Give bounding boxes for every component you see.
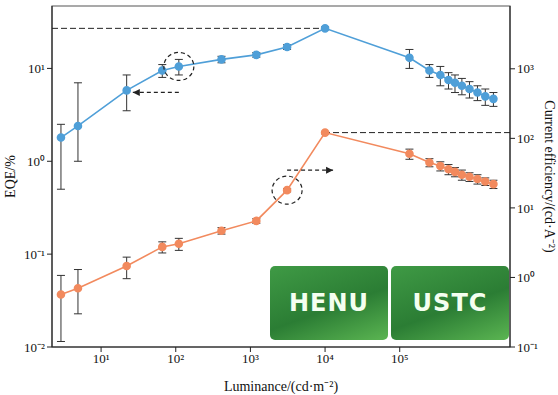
svg-text:10⁻¹: 10⁻¹ xyxy=(24,247,45,262)
svg-text:10⁻¹: 10⁻¹ xyxy=(517,340,538,355)
svg-text:10²: 10² xyxy=(517,131,534,146)
svg-text:Luminance/(cd·m⁻²): Luminance/(cd·m⁻²) xyxy=(224,379,338,395)
svg-text:10⁰: 10⁰ xyxy=(27,154,45,169)
svg-text:10⁵: 10⁵ xyxy=(391,351,409,366)
svg-text:10¹: 10¹ xyxy=(517,201,534,216)
svg-text:Current efficiency/(cd·A⁻²): Current efficiency/(cd·A⁻²) xyxy=(541,100,557,253)
svg-text:10⁻²: 10⁻² xyxy=(24,340,45,355)
html-text:USTC: USTC xyxy=(412,289,488,317)
svg-text:10⁰: 10⁰ xyxy=(517,270,535,285)
svg-text:10³: 10³ xyxy=(242,351,259,366)
svg-text:10²: 10² xyxy=(167,351,184,366)
svg-text:10⁴: 10⁴ xyxy=(316,351,334,366)
svg-text:10¹: 10¹ xyxy=(28,61,45,76)
svg-text:10³: 10³ xyxy=(517,61,534,76)
svg-text:10¹: 10¹ xyxy=(93,351,110,366)
svg-text:EQE/%: EQE/% xyxy=(3,155,18,198)
html-text:HENU: HENU xyxy=(289,289,369,317)
